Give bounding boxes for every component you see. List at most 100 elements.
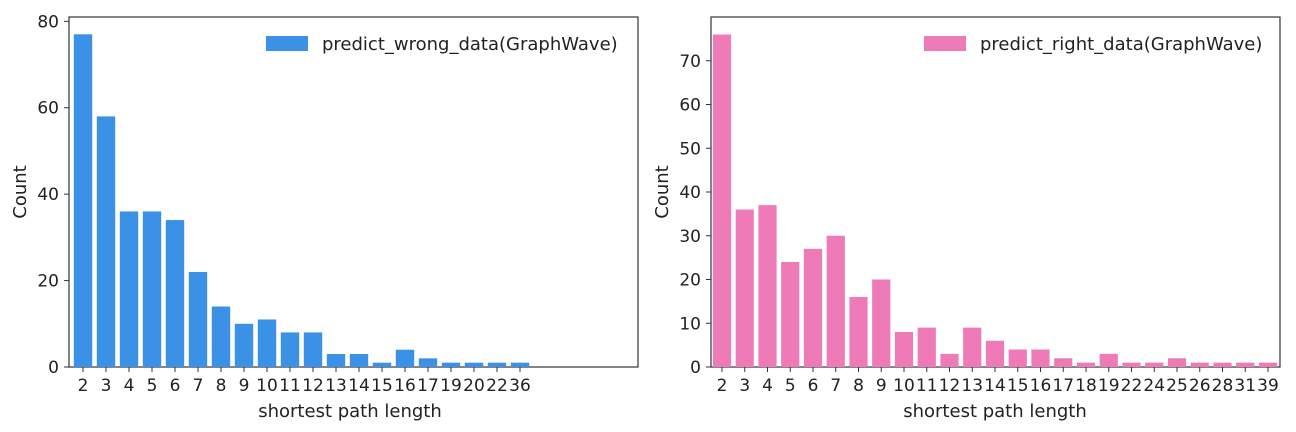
left-bar [441,362,461,367]
right-x-tick-label: 39 [1257,376,1279,396]
right-x-tick-label: 24 [1143,376,1165,396]
right-x-tick-label: 11 [916,376,938,396]
left-bar [188,271,208,367]
left-x-tick-label: 8 [216,376,227,396]
right-bar [758,205,777,368]
left-bars-group [73,34,530,367]
right-y-tick-label: 30 [679,227,701,247]
right-y-tick-label: 70 [679,52,701,72]
left-bar [234,323,254,367]
left-x-tick-label: 13 [325,376,347,396]
right-x-tick-label: 26 [1189,376,1211,396]
right-bar [917,327,936,368]
right-bar [963,327,982,368]
right-x-tick-label: 15 [1007,376,1029,396]
right-bar [1031,349,1050,367]
right-bar [735,209,754,367]
left-bar [96,116,116,367]
left-y-tick-label: 20 [37,272,59,292]
right-bar [826,235,845,367]
left-bar [418,358,438,367]
left-y-axis-label: Count [10,165,31,218]
right-x-tick-label: 18 [1075,376,1097,396]
right-y-tick-label: 10 [679,314,701,334]
left-bar [464,362,484,367]
right-bar [872,279,891,367]
left-x-axis-ticks: 2 3 4 5 6 7 8 9 10 11 12 13 14 15 16 17 19 20 22 36 [78,367,531,396]
right-x-tick-label: 14 [984,376,1006,396]
left-bar [395,349,415,367]
left-y-axis-ticks: 0 20 40 60 80 [37,12,69,378]
right-bar [940,353,959,368]
left-bar [280,332,300,367]
left-y-tick-label: 40 [37,185,59,205]
right-x-tick-label: 19 [1098,376,1120,396]
right-x-tick-label: 8 [853,376,864,396]
right-x-tick-label: 25 [1166,376,1188,396]
right-x-tick-label: 7 [830,376,841,396]
right-bar [1167,358,1187,367]
right-x-tick-label: 12 [939,376,961,396]
right-x-tick-label: 13 [961,376,983,396]
right-bar [1008,349,1027,367]
right-x-tick-label: 16 [1030,376,1052,396]
right-bar [1076,362,1096,368]
right-bar [712,34,732,367]
left-x-tick-label: 2 [78,376,89,396]
right-bar [1099,353,1118,368]
left-bar [326,354,346,367]
right-bar [803,248,823,368]
right-y-tick-label: 0 [690,358,701,378]
left-bar [119,211,139,367]
right-x-tick-label: 5 [785,376,796,396]
right-y-axis-label: Count [652,165,673,218]
right-bar [1145,362,1164,368]
right-x-tick-label: 9 [876,376,887,396]
left-x-tick-label: 6 [170,376,181,396]
left-x-tick-label: 14 [348,376,370,396]
right-bar [1054,358,1073,367]
right-bar [1236,362,1255,368]
right-y-tick-label: 50 [679,139,701,159]
left-bar [372,362,392,367]
right-x-tick-label: 22 [1121,376,1143,396]
right-x-tick-label: 2 [717,376,728,396]
right-bars-group [712,34,1278,368]
right-bar [1213,362,1232,368]
left-y-tick-label: 60 [37,99,59,119]
left-legend-swatch [266,36,308,51]
right-bar [985,340,1005,367]
left-bar [73,34,93,367]
left-x-tick-label: 22 [486,376,508,396]
right-x-tick-label: 17 [1052,376,1074,396]
left-x-tick-label: 16 [394,376,416,396]
right-bar [1122,362,1141,368]
right-x-tick-label: 31 [1234,376,1256,396]
right-x-tick-label: 3 [739,376,750,396]
left-bar [487,362,507,367]
left-legend-label: predict_wrong_data(GraphWave) [322,34,618,55]
right-y-axis-ticks: 0 10 20 30 40 50 60 70 [679,52,711,378]
left-y-tick-label: 0 [48,358,59,378]
left-legend: predict_wrong_data(GraphWave) [266,34,618,55]
right-legend-label: predict_right_data(GraphWave) [980,34,1262,55]
right-x-tick-label: 4 [762,376,773,396]
left-x-tick-label: 19 [440,376,462,396]
right-y-tick-label: 60 [679,96,701,116]
right-bar [1258,362,1278,368]
left-bar [257,319,277,367]
left-x-tick-label: 36 [509,376,531,396]
left-x-tick-label: 12 [302,376,324,396]
right-legend: predict_right_data(GraphWave) [924,34,1262,55]
left-x-tick-label: 4 [124,376,135,396]
right-bar [1190,362,1209,368]
right-bar [781,262,800,367]
left-x-tick-label: 5 [147,376,158,396]
left-x-tick-label: 15 [371,376,393,396]
right-x-tick-label: 6 [808,376,819,396]
right-y-tick-label: 40 [679,183,701,203]
left-bar [211,306,231,367]
